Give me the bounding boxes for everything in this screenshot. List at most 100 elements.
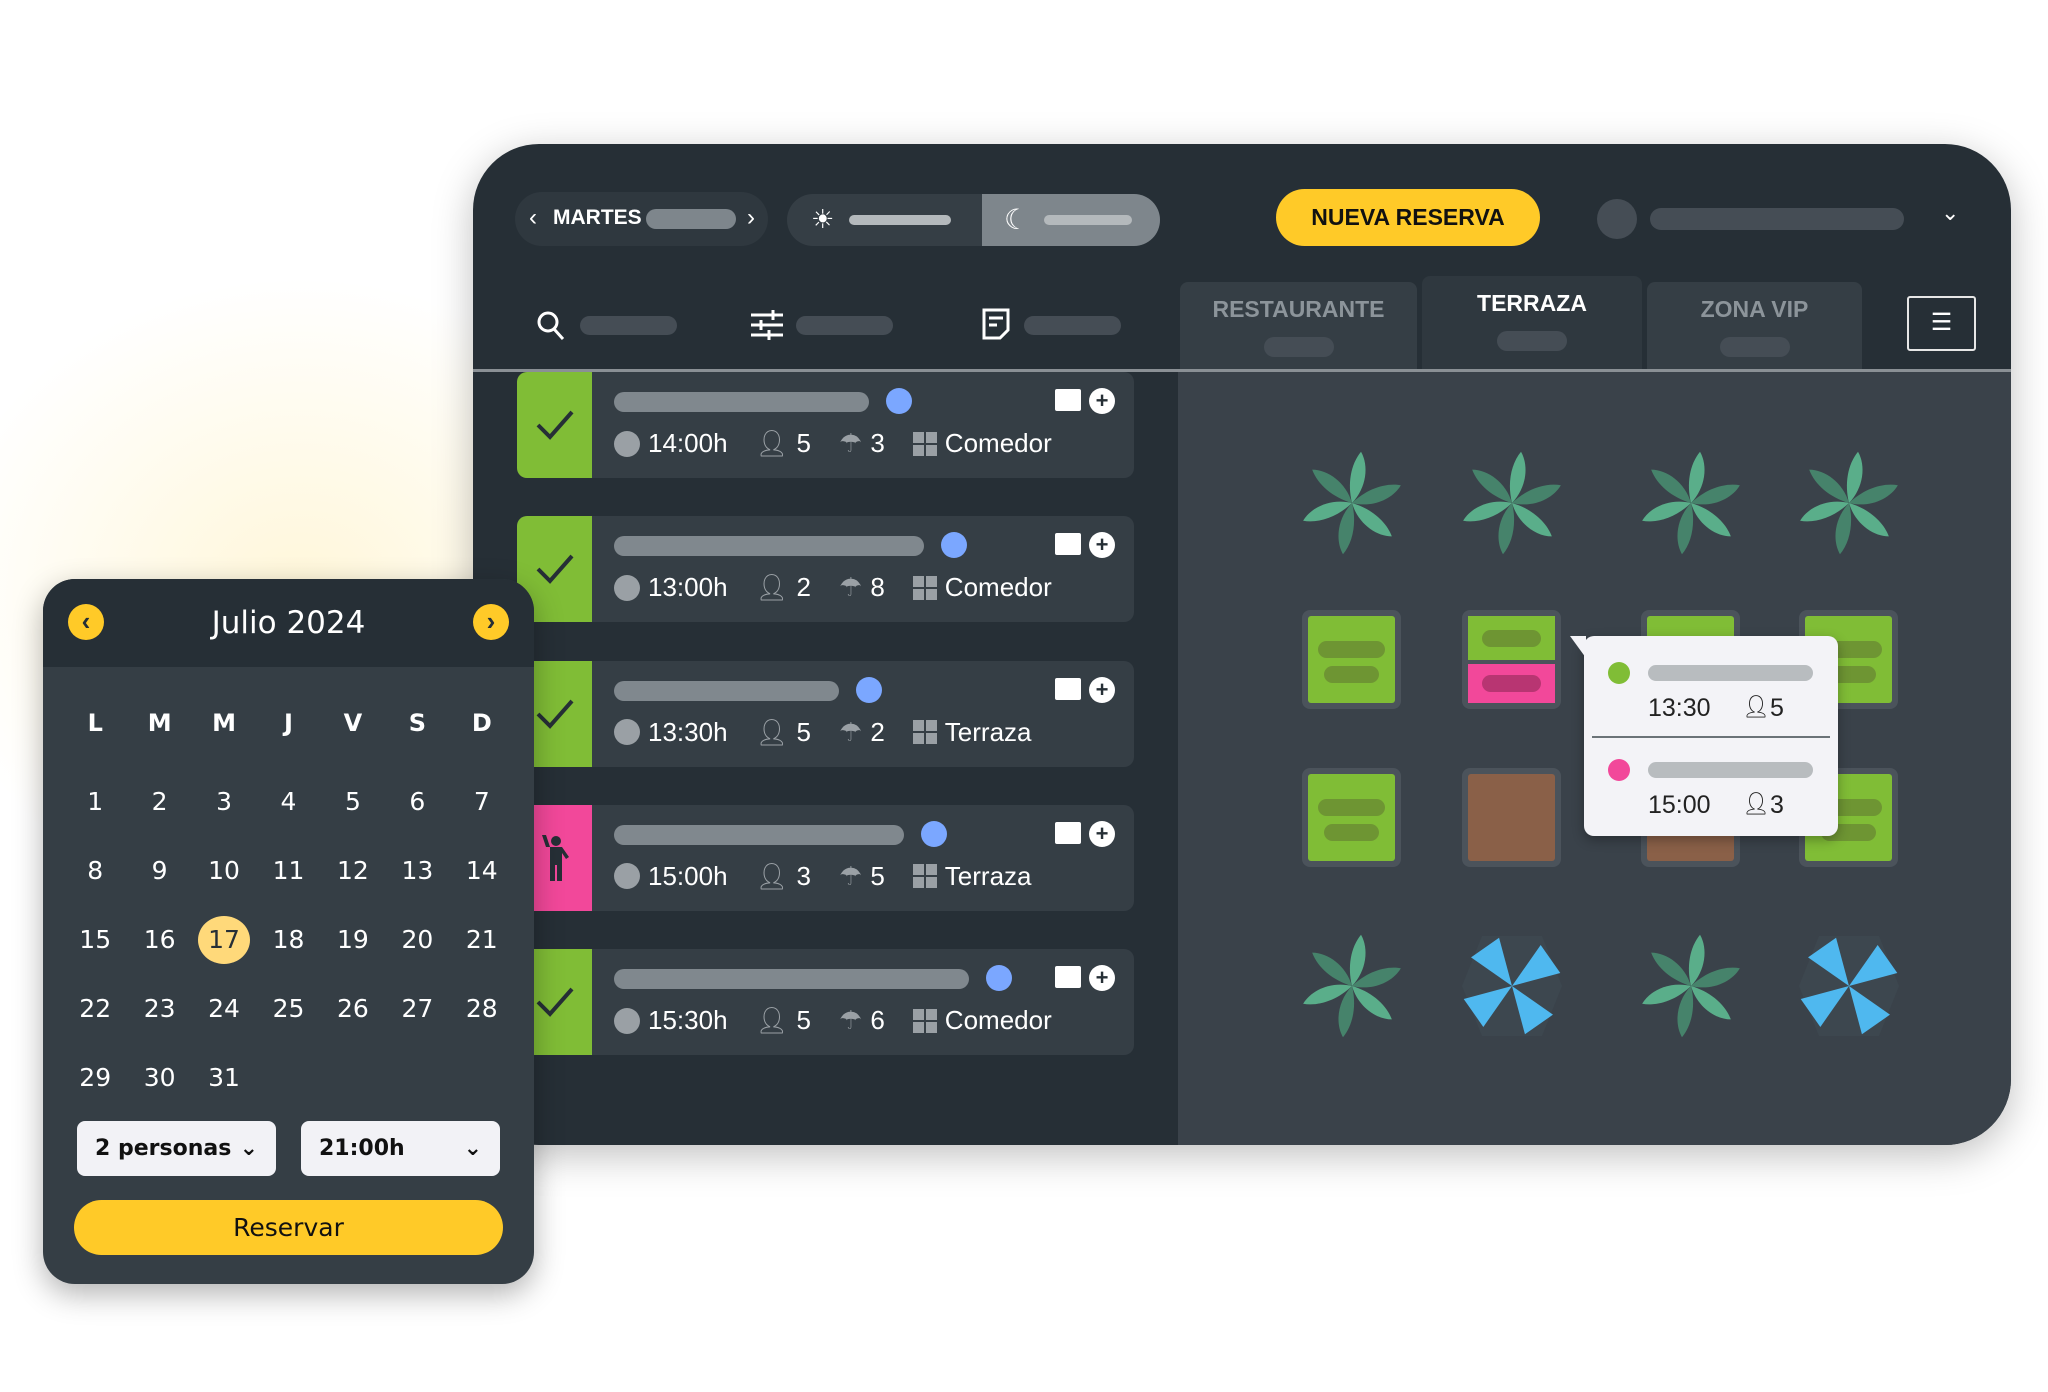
plant-icon: [1303, 934, 1401, 1038]
new-booking-button[interactable]: NUEVA RESERVA: [1276, 189, 1540, 246]
party-size-select[interactable]: 2 personas ⌄: [77, 1121, 276, 1176]
reservation-card[interactable]: + 13:30h 👤︎ 5 ☂︎ 2 Terraza: [517, 660, 1134, 767]
tab-label: TERRAZA: [1477, 290, 1587, 316]
calendar-day[interactable]: 12: [337, 856, 369, 885]
next-month-button[interactable]: ›: [473, 604, 509, 640]
reservation-time: 13:00h: [648, 572, 728, 603]
add-icon[interactable]: +: [1089, 388, 1115, 414]
calendar-day[interactable]: 7: [473, 787, 490, 816]
sun-icon[interactable]: ☀: [811, 204, 835, 234]
calendar-day[interactable]: 23: [143, 994, 176, 1023]
calendar-day-selected[interactable]: 17: [192, 905, 256, 974]
prev-month-button[interactable]: ‹: [68, 604, 104, 640]
calendar-day[interactable]: 9: [151, 856, 168, 885]
calendar-day[interactable]: 6: [409, 787, 426, 816]
check-icon: [536, 987, 574, 1018]
table-icon: ☂︎: [839, 1005, 863, 1036]
time-select[interactable]: 21:00h ⌄: [301, 1121, 500, 1176]
tab-restaurante[interactable]: RESTAURANTE: [1180, 282, 1417, 370]
status-dot: [886, 388, 912, 414]
day-label: MARTES: [553, 206, 642, 229]
chevron-down-icon[interactable]: ⌄: [1941, 200, 1960, 225]
comment-icon[interactable]: [1055, 966, 1081, 989]
comment-icon[interactable]: [1055, 533, 1081, 556]
guest-name-placeholder: [614, 680, 839, 701]
calendar-day[interactable]: 5: [344, 787, 361, 816]
calendar-day[interactable]: 3: [216, 787, 233, 816]
calendar-day[interactable]: 20: [401, 925, 434, 954]
guest-count: 5: [796, 1005, 812, 1036]
calendar-day[interactable]: 31: [208, 1063, 240, 1092]
tab-zona-vip[interactable]: ZONA VIP: [1647, 282, 1862, 370]
clock-icon: [614, 1007, 640, 1034]
calendar-day[interactable]: 13: [401, 856, 434, 885]
comment-icon[interactable]: [1055, 821, 1081, 844]
calendar-day[interactable]: 19: [337, 925, 369, 954]
table-tooltip: 13:30 👤︎ 5 15:00 👤︎ 3: [1570, 636, 1838, 836]
calendar-day[interactable]: 18: [272, 925, 305, 954]
calendar-day[interactable]: 22: [79, 994, 112, 1023]
weekday-label: D: [471, 709, 492, 737]
calendar-day[interactable]: 8: [87, 856, 104, 885]
reservation-time: 15:00h: [648, 860, 728, 891]
comment-icon[interactable]: [1055, 677, 1081, 700]
search-icon[interactable]: [536, 310, 566, 342]
check-icon: [536, 699, 574, 729]
calendar-day[interactable]: 24: [208, 994, 240, 1023]
table-number: 6: [870, 1005, 885, 1036]
add-icon[interactable]: +: [1089, 965, 1115, 992]
calendar-day[interactable]: 16: [143, 925, 176, 954]
calendar-day[interactable]: 30: [143, 1063, 176, 1092]
reservation-time: 14:00h: [648, 428, 728, 458]
reservation-list: + 14:00h 👤︎ 5 ☂︎ 3 Comedor + 13:00h 👤︎ 2 ☂︎…: [473, 372, 1178, 1145]
night-shift-active[interactable]: ☾: [982, 194, 1160, 246]
reservation-card[interactable]: + 15:00h 👤︎ 3 ☂︎ 5 Terraza: [517, 804, 1134, 911]
calendar-day[interactable]: 27: [401, 994, 434, 1023]
calendar-day[interactable]: 11: [272, 856, 305, 885]
clock-icon: [614, 574, 640, 601]
calendar-day[interactable]: 2: [151, 787, 168, 816]
table[interactable]: [1462, 610, 1561, 709]
next-day-icon[interactable]: ›: [747, 204, 755, 231]
list-view-button[interactable]: ☰: [1907, 296, 1976, 351]
reservation-card[interactable]: + 13:00h 👤︎ 2 ☂︎ 8 Comedor: [517, 516, 1134, 623]
guests-icon: 👤︎: [755, 428, 789, 458]
add-icon[interactable]: +: [1089, 676, 1115, 703]
tooltip-divider: [1592, 736, 1830, 738]
tab-terraza[interactable]: TERRAZA: [1422, 276, 1642, 370]
add-icon[interactable]: +: [1089, 820, 1115, 847]
notes-icon[interactable]: [982, 308, 1010, 340]
clock-icon: [614, 719, 640, 746]
user-avatar[interactable]: [1597, 199, 1637, 239]
comment-icon[interactable]: [1055, 389, 1081, 411]
table[interactable]: [1462, 768, 1561, 867]
calendar-day[interactable]: 25: [272, 994, 305, 1023]
tooltip-time: 13:30: [1648, 694, 1711, 722]
shift-toggle[interactable]: ☀ ☾: [787, 194, 1160, 246]
calendar-day[interactable]: 29: [79, 1063, 112, 1092]
calendar-day[interactable]: 14: [465, 856, 498, 885]
add-icon[interactable]: +: [1089, 532, 1115, 559]
guests-icon: 👤︎: [755, 860, 789, 891]
table[interactable]: [1302, 610, 1401, 709]
chevron-down-icon: ⌄: [463, 1136, 482, 1161]
reservation-card[interactable]: + 15:30h 👤︎ 5 ☂︎ 6 Comedor: [517, 949, 1134, 1056]
calendar-day[interactable]: 28: [465, 994, 498, 1023]
calendar-day[interactable]: 21: [465, 925, 498, 954]
guests-icon: 👤︎: [755, 572, 789, 603]
calendar-day[interactable]: 26: [337, 994, 369, 1023]
calendar-day[interactable]: 15: [79, 925, 112, 954]
table-icon: ☂︎: [839, 572, 863, 603]
prev-day-icon[interactable]: ‹: [529, 204, 537, 231]
calendar-day[interactable]: 4: [280, 787, 297, 816]
weekday-label: J: [284, 709, 293, 737]
filter-icon[interactable]: [751, 310, 783, 340]
calendar-day[interactable]: 10: [208, 856, 240, 885]
table[interactable]: [1302, 768, 1401, 867]
reservation-card[interactable]: + 14:00h 👤︎ 5 ☂︎ 3 Comedor: [517, 372, 1134, 478]
reservation-time: 13:30h: [648, 716, 728, 747]
chevron-down-icon: ⌄: [239, 1136, 258, 1161]
zone-name: Terraza: [944, 716, 1032, 747]
reserve-button[interactable]: Reservar: [74, 1200, 503, 1255]
calendar-day[interactable]: 1: [87, 787, 104, 816]
